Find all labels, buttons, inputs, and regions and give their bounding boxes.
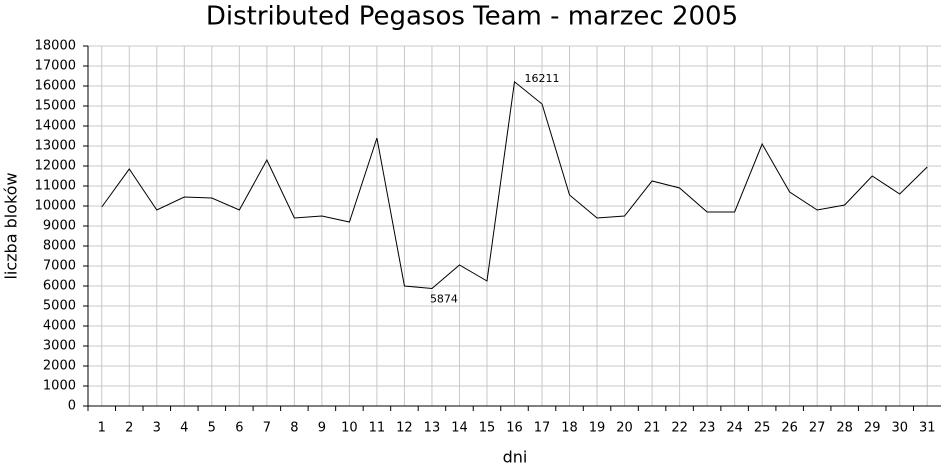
data-line [101,80,928,290]
y-tick-label: 11000 [35,179,76,194]
x-tick-label: 12 [396,421,413,436]
y-tick-label: 16000 [35,79,76,94]
y-tick-label: 4000 [43,319,76,334]
x-tick-label: 31 [919,421,936,436]
x-tick-label: 7 [263,421,271,436]
x-tick-label: 30 [891,421,908,436]
y-tick-label: 12000 [35,159,76,174]
x-tick-label: 17 [534,421,551,436]
x-tick-label: 8 [290,421,298,436]
y-tick-label: 1000 [43,379,76,394]
chart-title: Distributed Pegasos Team - marzec 2005 [206,2,738,32]
x-tick-label: 27 [809,421,826,436]
y-tick-label: 0 [68,399,76,414]
x-tick-label: 14 [451,421,468,436]
x-tick-label: 26 [781,421,798,436]
y-axis-title: liczba bloków [2,172,21,279]
x-tick-label: 29 [864,421,881,436]
x-tick-label: 1 [98,421,106,436]
x-tick-label: 19 [589,421,606,436]
x-tick-label: 5 [208,421,216,436]
x-tick-label: 25 [754,421,771,436]
y-tick-label: 7000 [43,259,76,274]
x-tick-label: 18 [561,421,578,436]
y-tick-label: 17000 [35,59,76,74]
x-tick-label: 22 [671,421,688,436]
y-tick-label: 15000 [35,99,76,114]
y-tick-label: 2000 [43,359,76,374]
x-tick-label: 3 [153,421,161,436]
x-tick-label: 9 [318,421,326,436]
y-tick-label: 13000 [35,139,76,154]
x-tick-label: 20 [616,421,633,436]
x-tick-label: 10 [341,421,358,436]
y-tick-label: 8000 [43,239,76,254]
y-tick-label: 5000 [43,299,76,314]
x-tick-label: 21 [644,421,661,436]
x-axis-title: dni [503,448,528,467]
y-tick-label: 9000 [43,219,76,234]
x-tick-label: 2 [125,421,133,436]
x-tick-label: 13 [424,421,441,436]
y-tick-label: 18000 [35,39,76,54]
max-label: 16211 [525,72,560,85]
x-tick-label: 11 [369,421,386,436]
x-tick-label: 15 [479,421,496,436]
x-tick-label: 4 [180,421,188,436]
x-tick-label: 24 [726,421,743,436]
x-tick-label: 6 [235,421,243,436]
x-tick-label: 28 [836,421,853,436]
x-tick-label: 16 [506,421,523,436]
y-tick-label: 14000 [35,119,76,134]
y-tick-label: 10000 [35,199,76,214]
y-tick-label: 3000 [43,339,76,354]
min-label: 5874 [430,293,458,306]
x-tick-label: 23 [699,421,716,436]
y-tick-label: 6000 [43,279,76,294]
